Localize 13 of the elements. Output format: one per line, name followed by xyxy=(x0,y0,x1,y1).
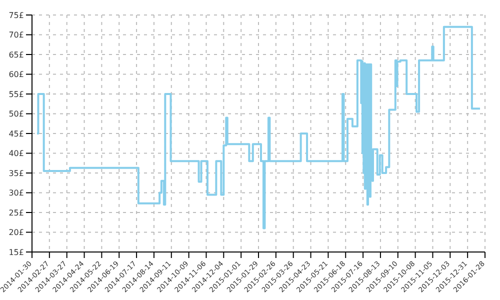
y-tick-label: 40£ xyxy=(8,149,24,158)
y-tick-label: 55£ xyxy=(8,90,24,99)
y-tick-label: 45£ xyxy=(8,129,24,138)
y-tick-label: 75£ xyxy=(8,10,24,20)
y-tick-label: 30£ xyxy=(8,188,24,198)
y-tick-label: 70£ xyxy=(8,30,24,40)
y-tick-label: 50£ xyxy=(8,110,24,119)
y-tick-label: 65£ xyxy=(8,50,24,60)
y-tick-label: 60£ xyxy=(8,70,24,80)
y-tick-label: 20£ xyxy=(8,228,24,238)
y-tick-label: 15£ xyxy=(8,248,24,257)
y-tick-label: 25£ xyxy=(8,208,24,218)
y-tick-label: 35£ xyxy=(8,168,24,178)
